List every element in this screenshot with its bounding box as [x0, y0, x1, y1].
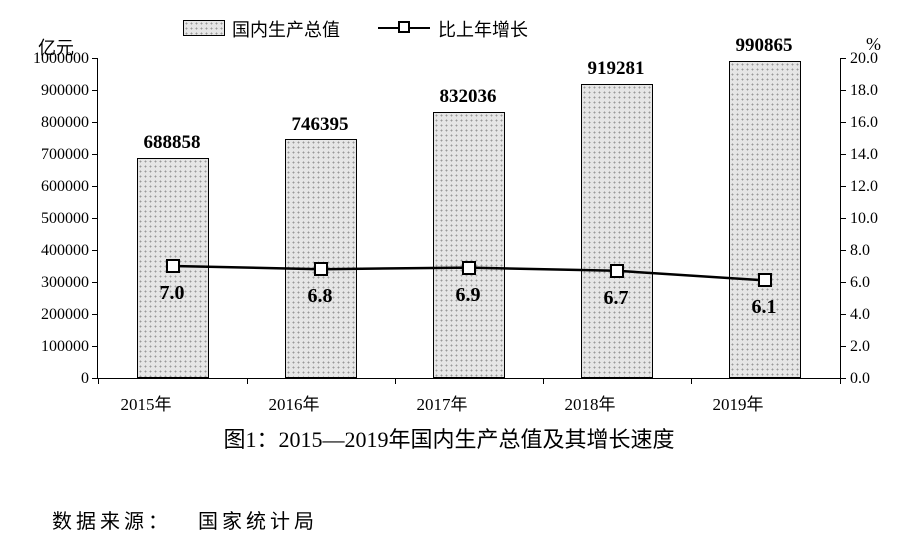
source-value: 国家统计局 [198, 505, 318, 534]
marker-2019 [758, 273, 772, 287]
yr-tick-10: 20.0 [850, 50, 878, 68]
yr-tick-1: 2.0 [850, 338, 870, 356]
yl-tick-4: 400000 [41, 242, 89, 260]
yl-tick-1: 100000 [41, 338, 89, 356]
yr-tick-8: 16.0 [850, 114, 878, 132]
linelabel-4: 6.1 [752, 296, 777, 319]
legend-line-label: 比上年增长 [438, 16, 528, 42]
yl-tick-7: 700000 [41, 146, 89, 164]
barlabel-1: 746395 [292, 114, 349, 136]
legend-line-marker [398, 21, 410, 33]
x-cat-0: 2015年 [121, 390, 172, 415]
legend-bar-label: 国内生产总值 [232, 16, 340, 42]
yl-tick-9: 900000 [41, 82, 89, 100]
yr-tick-0: 0.0 [850, 370, 870, 388]
x-cat-3: 2018年 [565, 390, 616, 415]
yr-tick-3: 6.0 [850, 274, 870, 292]
yl-tick-0: 0 [81, 370, 89, 388]
legend-bar-swatch [183, 20, 225, 36]
yl-tick-8: 800000 [41, 114, 89, 132]
yr-tick-2: 4.0 [850, 306, 870, 324]
chart-title: 图1：2015—2019年国内生产总值及其增长速度 [223, 422, 674, 454]
source-label: 数据来源： [52, 505, 172, 534]
yl-tick-10: 1000000 [33, 50, 89, 68]
marker-2018 [610, 264, 624, 278]
yr-tick-5: 10.0 [850, 210, 878, 228]
linelabel-2: 6.9 [456, 284, 481, 307]
yr-tick-4: 8.0 [850, 242, 870, 260]
barlabel-4: 990865 [736, 35, 793, 57]
page: { "chart": { "type": "bar+line", "catego… [0, 0, 899, 548]
gdp-chart: 国内生产总值 比上年增长 亿元 % [0, 0, 899, 548]
marker-2015 [166, 259, 180, 273]
yl-tick-3: 300000 [41, 274, 89, 292]
x-cat-2: 2017年 [417, 390, 468, 415]
yr-tick-9: 18.0 [850, 82, 878, 100]
barlabel-0: 688858 [144, 132, 201, 154]
barlabel-2: 832036 [440, 86, 497, 108]
yl-tick-6: 600000 [41, 178, 89, 196]
yr-tick-6: 12.0 [850, 178, 878, 196]
barlabel-3: 919281 [588, 58, 645, 80]
yl-tick-5: 500000 [41, 210, 89, 228]
marker-2017 [462, 261, 476, 275]
linelabel-0: 7.0 [160, 282, 185, 305]
linelabel-1: 6.8 [308, 285, 333, 308]
yl-tick-2: 200000 [41, 306, 89, 324]
marker-2016 [314, 262, 328, 276]
yr-tick-7: 14.0 [850, 146, 878, 164]
x-cat-4: 2019年 [713, 390, 764, 415]
linelabel-3: 6.7 [604, 287, 629, 310]
x-cat-1: 2016年 [269, 390, 320, 415]
